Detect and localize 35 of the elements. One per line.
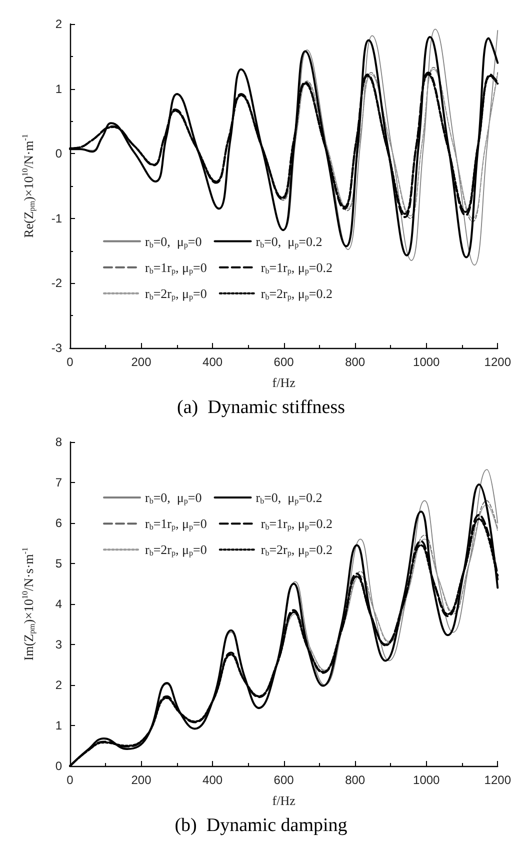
x-tick-label: 0 bbox=[66, 355, 74, 369]
x-tick-label: 200 bbox=[131, 355, 152, 369]
y-tick-label: 1 bbox=[55, 82, 62, 96]
x-tick-label: 200 bbox=[131, 773, 152, 787]
x-tick-label: 400 bbox=[202, 355, 223, 369]
y-tick-label: 3 bbox=[55, 638, 62, 652]
text: (b) Dynamic damping bbox=[174, 815, 348, 836]
y-tick-label: -3 bbox=[51, 341, 62, 355]
x-tick-label: 600 bbox=[274, 355, 294, 369]
y-tick-label: -2 bbox=[51, 276, 62, 290]
text: (a) Dynamic stiffness bbox=[177, 397, 345, 418]
y-tick-label: 7 bbox=[55, 476, 62, 490]
y-tick-label: 8 bbox=[55, 435, 62, 449]
y-tick-label: 0 bbox=[55, 146, 62, 161]
x-tick-label: 600 bbox=[274, 773, 294, 787]
x-tick-label: 1000 bbox=[413, 773, 440, 787]
x-tick-label: 800 bbox=[345, 355, 366, 369]
x-tick-label: 800 bbox=[345, 773, 366, 787]
y-tick-label: -1 bbox=[51, 211, 62, 226]
y-tick-label: 1 bbox=[55, 718, 62, 732]
y-axis-title: Re(Zpm)×1010/N·m-1 bbox=[20, 134, 36, 238]
y-tick-label: 5 bbox=[55, 556, 62, 570]
x-tick-label: 1200 bbox=[484, 773, 512, 787]
x-axis-title: f/Hz bbox=[272, 375, 296, 390]
x-tick-label: 400 bbox=[202, 773, 223, 787]
y-tick-label: 2 bbox=[55, 678, 62, 692]
y-tick-label: 4 bbox=[55, 597, 62, 611]
x-tick-label: 1000 bbox=[413, 355, 440, 369]
x-tick-label: 0 bbox=[66, 773, 74, 787]
y-tick-label: 2 bbox=[55, 17, 62, 31]
x-axis-title: f/Hz bbox=[272, 793, 296, 808]
y-tick-label: 0 bbox=[55, 759, 62, 773]
y-tick-label: 6 bbox=[55, 516, 62, 530]
y-axis-title: Im(Zpm)×1010/N·s·m-1 bbox=[20, 547, 36, 661]
x-tick-label: 1200 bbox=[484, 355, 512, 369]
